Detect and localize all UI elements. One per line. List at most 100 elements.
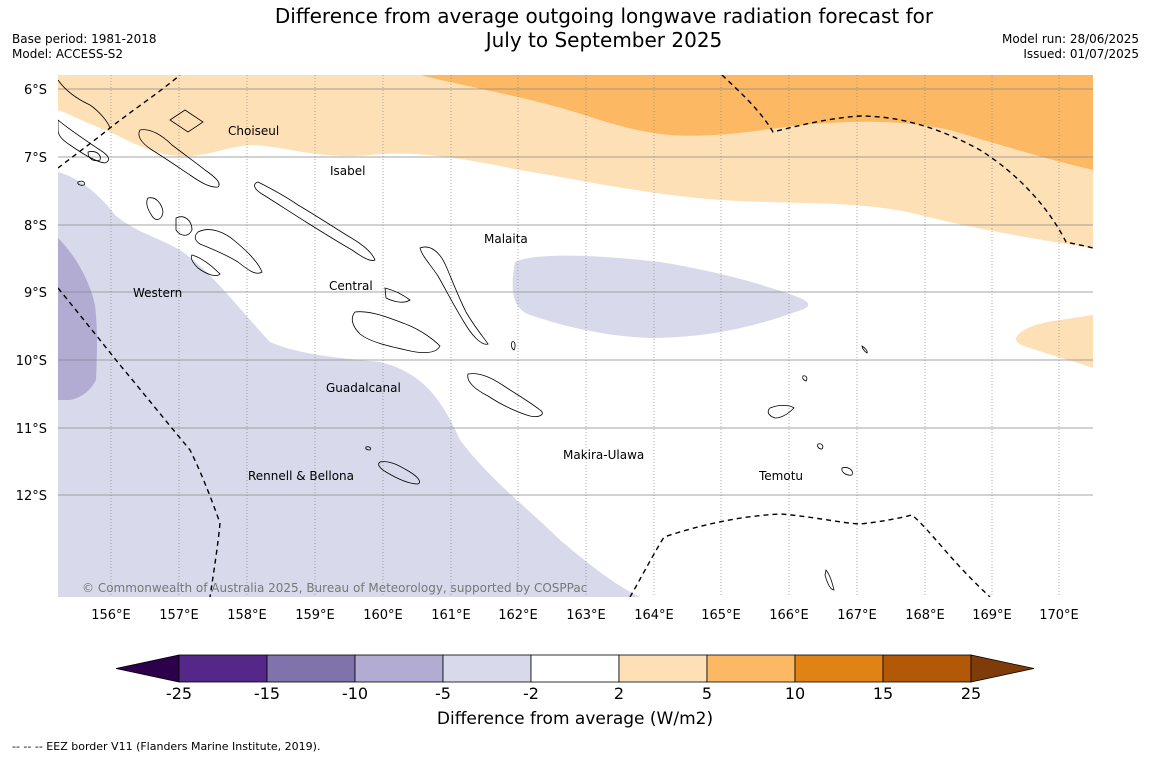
eez-northwest xyxy=(58,75,181,169)
lat-label: 12°S xyxy=(16,489,47,504)
island-florida xyxy=(384,287,411,303)
colorbar-tick: 25 xyxy=(961,684,981,703)
island-small-5 xyxy=(824,569,835,591)
region-labels: Choiseul Isabel Malaita Western Central … xyxy=(133,124,803,483)
lon-label: 162°E xyxy=(498,608,538,623)
eez-footnote: -- -- -- EEZ border V11 (Flanders Marine… xyxy=(12,740,321,753)
island-western-3 xyxy=(190,254,221,276)
lon-label: 160°E xyxy=(363,608,403,623)
lat-tick-labels: 6°S 7°S 8°S 9°S 10°S 11°S 12°S xyxy=(16,83,47,504)
colorbar-extend-low xyxy=(115,654,180,683)
lon-label: 168°E xyxy=(905,608,945,623)
colorbar-bin xyxy=(618,654,708,683)
island-makira xyxy=(467,373,543,417)
colorbar-tick: -2 xyxy=(523,684,539,703)
anomaly-purple-west xyxy=(58,238,97,400)
island-small-1 xyxy=(511,341,516,351)
base-period: Base period: 1981-2018 xyxy=(12,32,157,46)
label-isabel: Isabel xyxy=(330,164,365,178)
graticule xyxy=(58,75,1093,597)
colorbar-bin xyxy=(530,654,620,683)
colorbar xyxy=(115,654,1035,683)
colorbar-ticks: -25 -15 -10 -5 -2 2 5 10 15 25 xyxy=(166,684,981,703)
island-western-1 xyxy=(146,197,164,220)
model-run: Model run: 28/06/2025 xyxy=(1001,32,1139,46)
lon-label: 167°E xyxy=(837,608,877,623)
island-bougainville-north xyxy=(58,79,111,129)
lon-label: 158°E xyxy=(227,608,267,623)
island-small-3 xyxy=(817,443,824,450)
eez-borders xyxy=(58,75,1093,597)
label-central: Central xyxy=(329,279,373,293)
colorbar-tick: -10 xyxy=(342,684,368,703)
label-western: Western xyxy=(133,286,182,300)
island-new-georgia xyxy=(194,229,263,274)
meta-right: Model run: 28/06/2025 Issued: 01/07/2025 xyxy=(1002,32,1139,62)
lon-tick-labels: 156°E 157°E 158°E 159°E 160°E 161°E 162°… xyxy=(91,608,1079,623)
anomaly-light-purple-southwest xyxy=(58,172,640,597)
island-bougainville xyxy=(58,119,109,164)
lon-label: 156°E xyxy=(91,608,131,623)
colorbar-tick: 5 xyxy=(702,684,712,703)
eez-south xyxy=(629,513,991,597)
colorbar-bin xyxy=(706,654,796,683)
issued-date: Issued: 01/07/2025 xyxy=(1023,47,1139,61)
colorbar-extend-high xyxy=(970,654,1035,683)
meta-left: Base period: 1981-2018 Model: ACCESS-S2 xyxy=(12,32,157,62)
title-line-2: July to September 2025 xyxy=(485,28,723,52)
island-santa-cruz xyxy=(767,404,795,419)
island-small-9 xyxy=(87,151,101,162)
island-small-2 xyxy=(802,375,808,382)
colorbar-tick: -25 xyxy=(166,684,192,703)
eez-northeast xyxy=(721,75,1093,249)
colorbar-bin xyxy=(354,654,444,683)
label-guadalcanal: Guadalcanal xyxy=(326,381,401,395)
anomaly-light-purple-central xyxy=(512,255,809,338)
colorbar-bin xyxy=(794,654,884,683)
island-malaita xyxy=(419,246,489,345)
label-makira-ulawa: Makira-Ulawa xyxy=(563,448,644,462)
island-guadalcanal xyxy=(351,311,441,354)
island-isabel xyxy=(254,181,376,261)
coastlines xyxy=(58,79,868,591)
colorbar-bin xyxy=(882,654,972,683)
lon-label: 169°E xyxy=(972,608,1012,623)
lon-label: 159°E xyxy=(295,608,335,623)
colorbar-tick: 15 xyxy=(873,684,893,703)
label-malaita: Malaita xyxy=(484,232,528,246)
lon-label: 165°E xyxy=(701,608,741,623)
anomaly-orange-north xyxy=(420,75,1093,170)
lon-label: 157°E xyxy=(159,608,199,623)
island-rennell xyxy=(378,461,420,485)
lat-label: 8°S xyxy=(24,219,47,234)
label-choiseul: Choiseul xyxy=(228,124,279,138)
island-small-4 xyxy=(841,467,853,476)
lat-label: 10°S xyxy=(16,354,47,369)
colorbar-tick: 2 xyxy=(614,684,624,703)
island-choiseul xyxy=(138,129,220,188)
lon-label: 163°E xyxy=(566,608,606,623)
title-line-1: Difference from average outgoing longwav… xyxy=(274,4,934,28)
copyright-text: © Commonwealth of Australia 2025, Bureau… xyxy=(82,581,587,595)
lon-label: 164°E xyxy=(634,608,674,623)
island-small-6 xyxy=(861,345,868,354)
lat-label: 7°S xyxy=(24,151,47,166)
colorbar-tick: 10 xyxy=(785,684,805,703)
lon-label: 166°E xyxy=(769,608,809,623)
lat-label: 9°S xyxy=(24,286,47,301)
lon-label: 161°E xyxy=(431,608,471,623)
lon-label: 170°E xyxy=(1039,608,1079,623)
anomaly-light-orange-east xyxy=(1015,315,1093,368)
page-title: Difference from average outgoing longwav… xyxy=(0,4,1150,52)
island-small-7 xyxy=(169,109,204,133)
model-name: Model: ACCESS-S2 xyxy=(12,47,124,61)
colorbar-bin xyxy=(178,654,268,683)
map-area: Choiseul Isabel Malaita Western Central … xyxy=(58,75,1093,597)
label-temotu: Temotu xyxy=(758,469,803,483)
colorbar-title: Difference from average (W/m2) xyxy=(436,709,714,729)
island-small-8 xyxy=(77,180,85,186)
colorbar-tick: -15 xyxy=(254,684,280,703)
label-rennell-bellona: Rennell & Bellona xyxy=(248,469,354,483)
island-bellona xyxy=(365,446,372,451)
